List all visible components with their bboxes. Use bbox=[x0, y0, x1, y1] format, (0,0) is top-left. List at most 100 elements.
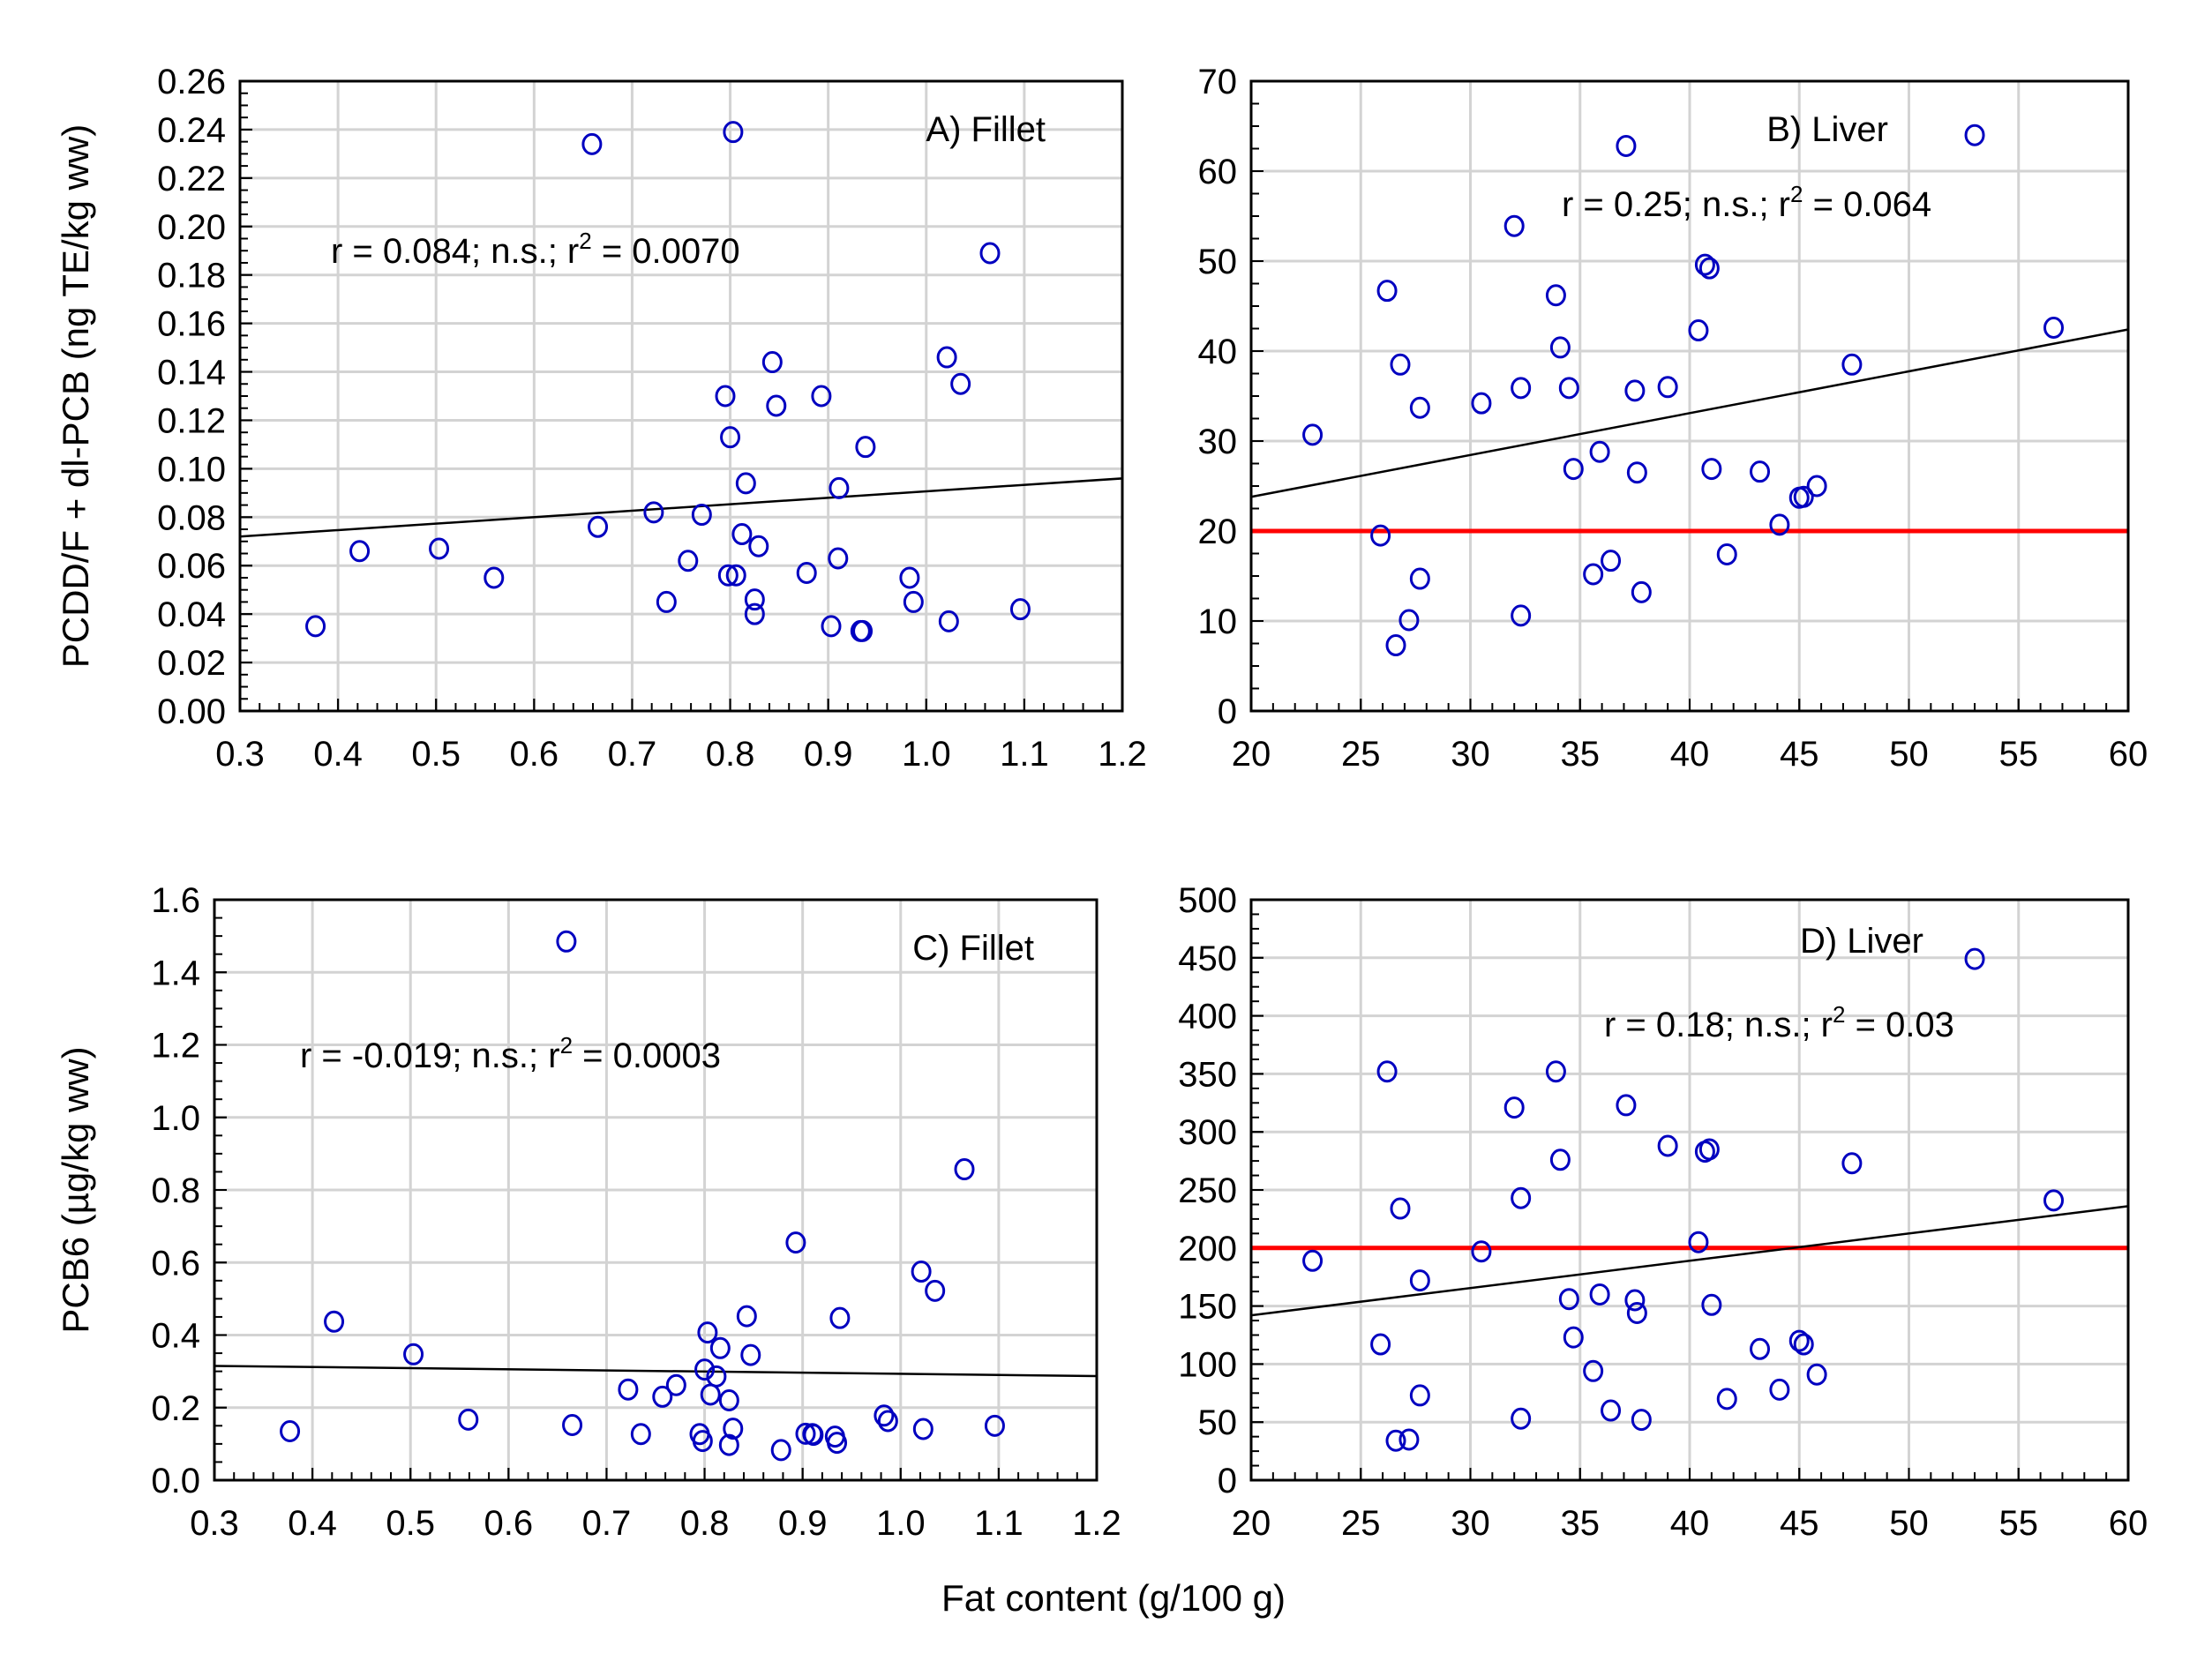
data-point bbox=[770, 1439, 791, 1462]
data-point bbox=[694, 1358, 716, 1381]
data-point bbox=[715, 385, 736, 408]
data-point bbox=[1511, 1407, 1532, 1430]
annotation-text: r = 0.18; n.s.; r bbox=[1604, 1006, 1833, 1044]
data-point bbox=[618, 1378, 639, 1401]
data-point bbox=[874, 1404, 895, 1427]
data-point bbox=[912, 1418, 934, 1440]
data-point bbox=[735, 472, 756, 495]
data-point bbox=[588, 515, 609, 538]
data-point bbox=[1769, 513, 1790, 536]
data-point bbox=[403, 1343, 424, 1365]
x-tick-label: 35 bbox=[1561, 735, 1601, 774]
data-point bbox=[1788, 1329, 1810, 1352]
data-point bbox=[1631, 580, 1652, 603]
data-point bbox=[484, 566, 505, 589]
x-tick-label: 0.3 bbox=[215, 735, 265, 774]
correlation-annotation: r = 0.25; n.s.; r2 = 0.064 bbox=[1562, 181, 1931, 224]
x-tick-label: 1.1 bbox=[1000, 735, 1049, 774]
x-tick-label: 55 bbox=[1999, 735, 2039, 774]
data-point bbox=[556, 930, 577, 953]
data-point bbox=[1698, 1138, 1720, 1161]
annotation-superscript: 2 bbox=[560, 1032, 573, 1059]
x-tick-label: 1.0 bbox=[876, 1504, 926, 1543]
data-point bbox=[950, 372, 971, 395]
data-point bbox=[1589, 440, 1610, 463]
x-tick-label: 0.4 bbox=[288, 1504, 337, 1543]
y-tick-label: 0.00 bbox=[157, 692, 226, 731]
correlation-annotation: r = 0.18; n.s.; r2 = 0.03 bbox=[1604, 1001, 1954, 1044]
data-point bbox=[1545, 284, 1566, 307]
x-tick-label: 20 bbox=[1232, 1504, 1271, 1543]
x-tick-label: 60 bbox=[2109, 1504, 2148, 1543]
data-point bbox=[1398, 1428, 1420, 1451]
data-point bbox=[1701, 1293, 1722, 1316]
data-point bbox=[1601, 1399, 1622, 1422]
y-tick-label: 0.16 bbox=[157, 305, 226, 344]
data-point bbox=[562, 1413, 583, 1436]
data-point bbox=[458, 1408, 479, 1431]
plot-frame bbox=[1249, 79, 2130, 713]
data-point bbox=[852, 619, 874, 642]
data-point bbox=[1841, 1152, 1863, 1175]
regression-line bbox=[1250, 1205, 2129, 1317]
x-tick-label: 0.7 bbox=[608, 735, 657, 774]
data-point bbox=[1624, 1289, 1646, 1312]
y-tick-label: 20 bbox=[1198, 513, 1238, 551]
data-point bbox=[795, 1422, 816, 1445]
regression-line bbox=[1250, 328, 2129, 498]
data-point bbox=[652, 1385, 673, 1408]
y-tick-label: 0.2 bbox=[151, 1389, 200, 1428]
x-tick-label: 0.6 bbox=[510, 735, 559, 774]
data-point bbox=[1376, 280, 1398, 303]
data-point bbox=[821, 615, 842, 638]
data-point bbox=[1390, 1197, 1411, 1220]
annotation-superscript: 2 bbox=[579, 228, 591, 254]
data-point bbox=[1583, 563, 1604, 586]
data-point bbox=[877, 1410, 898, 1433]
data-point bbox=[803, 1424, 824, 1447]
plot-frame bbox=[238, 79, 1124, 713]
y-tick-label: 200 bbox=[1178, 1230, 1237, 1268]
x-tick-label: 1.1 bbox=[974, 1504, 1024, 1543]
data-point bbox=[1511, 604, 1532, 627]
data-point bbox=[1549, 1148, 1571, 1171]
y-tick-label: 150 bbox=[1178, 1288, 1237, 1327]
data-point bbox=[1471, 392, 1492, 415]
data-point bbox=[1694, 253, 1715, 276]
data-point bbox=[1616, 1094, 1637, 1117]
y-tick-label: 0.8 bbox=[151, 1171, 200, 1210]
y-tick-label: 50 bbox=[1198, 1403, 1238, 1442]
shared-x-axis-label: Fat content (g/100 g) bbox=[941, 1577, 1286, 1619]
panel-b-liver-pcdd: 20 25 30 35 40 45 50 55 60 0 10 20 30 40 50 60 70 B) Live… bbox=[1198, 63, 2148, 774]
data-point bbox=[1750, 1337, 1771, 1360]
x-tick-label: 0.4 bbox=[313, 735, 363, 774]
data-point bbox=[692, 1430, 713, 1453]
data-point bbox=[1806, 1363, 1827, 1386]
y-tick-label: 1.2 bbox=[151, 1027, 200, 1066]
panel-title: A) Fillet bbox=[926, 110, 1046, 149]
y-tick-label: 70 bbox=[1198, 63, 1238, 101]
annotation-superscript: 2 bbox=[1790, 181, 1803, 207]
data-point bbox=[744, 602, 765, 625]
data-point bbox=[785, 1231, 806, 1254]
data-point bbox=[1841, 353, 1863, 376]
data-point bbox=[1385, 1429, 1406, 1452]
y-tick-label: 350 bbox=[1178, 1055, 1237, 1094]
data-point bbox=[2043, 316, 2065, 339]
x-tick-label: 0.7 bbox=[582, 1504, 632, 1543]
panel-title: B) Liver bbox=[1766, 110, 1888, 149]
data-point bbox=[748, 535, 769, 557]
y-tick-label: 40 bbox=[1198, 333, 1238, 371]
regression-line bbox=[214, 1365, 1098, 1378]
x-tick-label: 40 bbox=[1670, 1504, 1710, 1543]
data-point bbox=[706, 1365, 727, 1388]
data-point bbox=[731, 523, 753, 546]
data-point bbox=[1370, 524, 1391, 547]
data-point bbox=[1009, 598, 1031, 621]
data-point bbox=[811, 385, 832, 408]
y-tick-label: 0.08 bbox=[157, 498, 226, 537]
data-point bbox=[1409, 1269, 1430, 1292]
x-tick-label: 55 bbox=[1999, 1504, 2039, 1543]
data-point bbox=[717, 564, 739, 587]
data-point bbox=[1657, 1134, 1678, 1157]
